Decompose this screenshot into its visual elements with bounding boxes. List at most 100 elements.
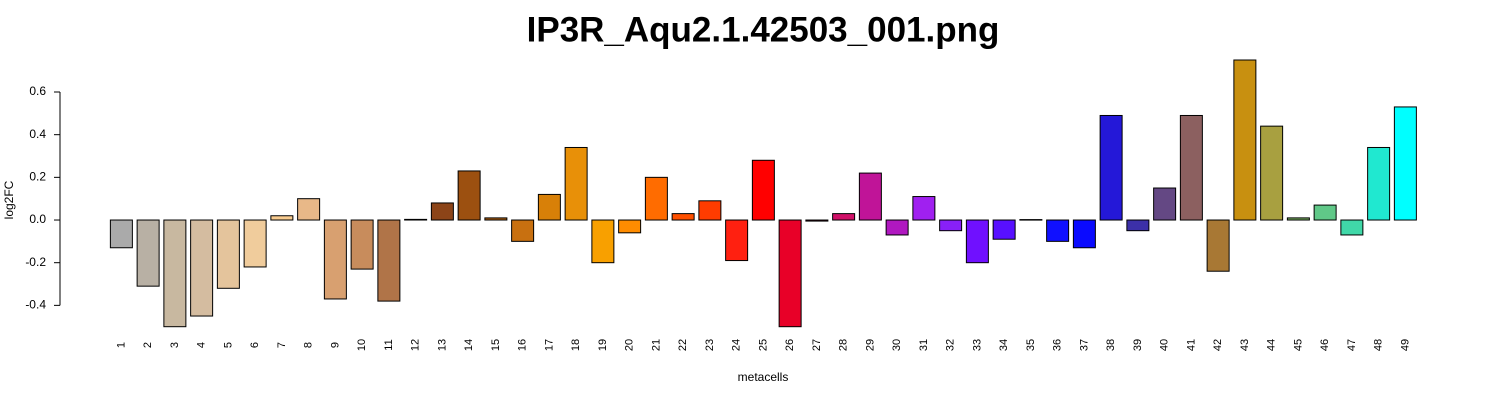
- y-tick-label: 0.0: [29, 212, 46, 226]
- y-tick-label: 0.4: [29, 127, 46, 141]
- bar: [671, 213, 695, 221]
- bar: [1233, 59, 1257, 221]
- x-tick-label: 29: [864, 339, 876, 351]
- bar: [1046, 219, 1070, 242]
- bar: [1260, 125, 1284, 221]
- bar: [163, 219, 187, 328]
- bar: [805, 219, 829, 222]
- bar: [1286, 217, 1310, 221]
- bar: [377, 219, 401, 302]
- x-tick-label: 11: [383, 339, 395, 350]
- x-tick-label: 10: [356, 339, 368, 351]
- x-tick-label: 39: [1132, 339, 1144, 351]
- bar: [136, 219, 160, 287]
- x-tick-label: 12: [410, 339, 422, 351]
- bar: [751, 159, 775, 221]
- x-tick-label: 8: [303, 342, 315, 348]
- x-tick-label: 18: [570, 339, 582, 351]
- bar: [457, 170, 481, 221]
- bar: [725, 219, 749, 262]
- x-tick-label: 15: [490, 339, 502, 351]
- y-tick-label: 0.2: [29, 170, 46, 184]
- bar: [832, 213, 856, 221]
- bar: [243, 219, 267, 268]
- bar: [1099, 114, 1123, 221]
- x-tick-label: 22: [677, 339, 689, 351]
- bar: [778, 219, 802, 328]
- bar: [1206, 219, 1230, 272]
- bar: [323, 219, 347, 300]
- x-tick-label: 47: [1346, 339, 1358, 351]
- bar: [1126, 219, 1150, 232]
- bar: [1313, 204, 1337, 221]
- x-tick-label: 7: [276, 342, 288, 348]
- x-tick-label: 16: [517, 339, 529, 351]
- bar: [1179, 114, 1203, 221]
- bar: [1340, 219, 1364, 236]
- x-tick-label: 32: [945, 339, 957, 351]
- x-tick-label: 37: [1078, 339, 1090, 351]
- x-tick-label: 6: [249, 342, 261, 348]
- bar: [484, 217, 508, 221]
- x-tick-label: 13: [436, 339, 448, 351]
- x-tick-label: 38: [1105, 339, 1117, 351]
- x-tick-label: 27: [811, 339, 823, 351]
- x-tick-label: 40: [1159, 339, 1171, 351]
- x-tick-label: 28: [838, 339, 850, 351]
- x-tick-label: 24: [731, 339, 743, 351]
- bar: [698, 200, 722, 221]
- x-tick-label: 48: [1373, 339, 1385, 351]
- bar: [404, 218, 428, 221]
- bar: [885, 219, 909, 236]
- x-tick-label: 25: [757, 339, 769, 351]
- bar: [1153, 187, 1177, 221]
- bar: [618, 219, 642, 234]
- x-tick-label: 34: [998, 339, 1010, 351]
- bar: [430, 202, 454, 221]
- bar: [190, 219, 214, 317]
- x-tick-label: 23: [704, 339, 716, 351]
- bar: [1393, 106, 1417, 221]
- x-tick-label: 31: [918, 339, 930, 351]
- bar: [270, 215, 294, 221]
- x-tick-label: 19: [597, 339, 609, 351]
- bar: [1072, 219, 1096, 249]
- x-tick-label: 21: [650, 339, 662, 351]
- x-tick-label: 20: [624, 339, 636, 351]
- x-tick-label: 30: [891, 339, 903, 351]
- chart-title: IP3R_Aqu2.1.42503_001.png: [527, 10, 1000, 49]
- bar: [912, 196, 936, 221]
- bar: [537, 193, 561, 221]
- x-tick-label: 41: [1185, 339, 1197, 351]
- x-tick-label: 49: [1399, 339, 1411, 351]
- x-tick-label: 3: [169, 342, 181, 348]
- bar: [109, 219, 133, 249]
- bar: [644, 176, 668, 221]
- x-tick-label: 35: [1025, 339, 1037, 351]
- x-tick-label: 14: [463, 339, 475, 351]
- bar: [216, 219, 240, 289]
- x-tick-label: 36: [1052, 339, 1064, 351]
- x-tick-label: 46: [1319, 339, 1331, 351]
- x-tick-label: 45: [1292, 339, 1304, 351]
- y-tick-label: -0.2: [25, 255, 46, 269]
- x-tick-label: 42: [1212, 339, 1224, 351]
- x-tick-label: 33: [971, 339, 983, 351]
- x-tick-label: 2: [142, 342, 154, 348]
- bar: [1019, 219, 1043, 221]
- x-tick-label: 9: [329, 342, 341, 348]
- bar: [939, 219, 963, 232]
- x-tick-label: 4: [196, 342, 208, 348]
- x-axis-label: metacells: [738, 370, 789, 384]
- x-tick-label: 1: [115, 342, 127, 348]
- x-tick-label: 43: [1239, 339, 1251, 351]
- bar: [965, 219, 989, 264]
- bar: [1367, 146, 1391, 221]
- bar: [591, 219, 615, 264]
- bar: [992, 219, 1016, 240]
- y-tick-label: -0.4: [25, 298, 46, 312]
- x-tick-label: 17: [543, 339, 555, 351]
- y-axis-label: log2FC: [2, 180, 16, 219]
- x-tick-label: 26: [784, 339, 796, 351]
